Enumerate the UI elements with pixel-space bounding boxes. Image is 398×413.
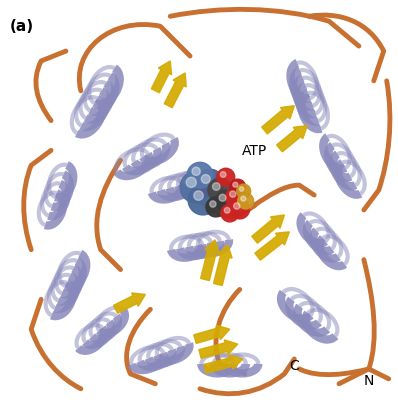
- Circle shape: [230, 199, 250, 219]
- Circle shape: [180, 171, 212, 203]
- Text: C: C: [289, 359, 299, 373]
- Text: N: N: [364, 374, 374, 388]
- FancyArrow shape: [194, 325, 230, 343]
- Circle shape: [219, 194, 226, 201]
- FancyArrow shape: [201, 240, 219, 280]
- FancyArrow shape: [151, 61, 172, 93]
- Circle shape: [239, 187, 244, 191]
- FancyArrow shape: [199, 340, 238, 358]
- Circle shape: [217, 168, 235, 186]
- FancyArrow shape: [255, 232, 289, 260]
- Circle shape: [188, 185, 218, 215]
- FancyArrow shape: [113, 293, 145, 313]
- Circle shape: [234, 203, 240, 209]
- Circle shape: [192, 167, 200, 176]
- FancyArrow shape: [164, 73, 186, 108]
- Circle shape: [241, 196, 246, 201]
- FancyArrow shape: [252, 215, 285, 243]
- Circle shape: [238, 193, 254, 209]
- Circle shape: [206, 197, 226, 217]
- FancyArrow shape: [261, 106, 295, 134]
- Circle shape: [194, 191, 203, 200]
- Circle shape: [196, 169, 224, 197]
- Circle shape: [230, 179, 246, 195]
- Circle shape: [237, 184, 251, 198]
- Text: ATP: ATP: [242, 144, 267, 158]
- Circle shape: [221, 204, 239, 222]
- Text: (a): (a): [9, 19, 33, 34]
- Circle shape: [213, 183, 220, 190]
- Circle shape: [210, 201, 216, 207]
- Circle shape: [187, 162, 213, 188]
- Circle shape: [215, 190, 237, 212]
- Circle shape: [230, 191, 236, 197]
- Circle shape: [208, 178, 232, 202]
- FancyArrow shape: [214, 245, 232, 285]
- Circle shape: [201, 175, 210, 183]
- Circle shape: [186, 177, 196, 188]
- Circle shape: [224, 207, 230, 213]
- FancyArrow shape: [204, 355, 243, 373]
- Circle shape: [220, 172, 226, 177]
- Circle shape: [226, 187, 246, 207]
- Circle shape: [233, 182, 238, 187]
- FancyArrow shape: [277, 126, 307, 152]
